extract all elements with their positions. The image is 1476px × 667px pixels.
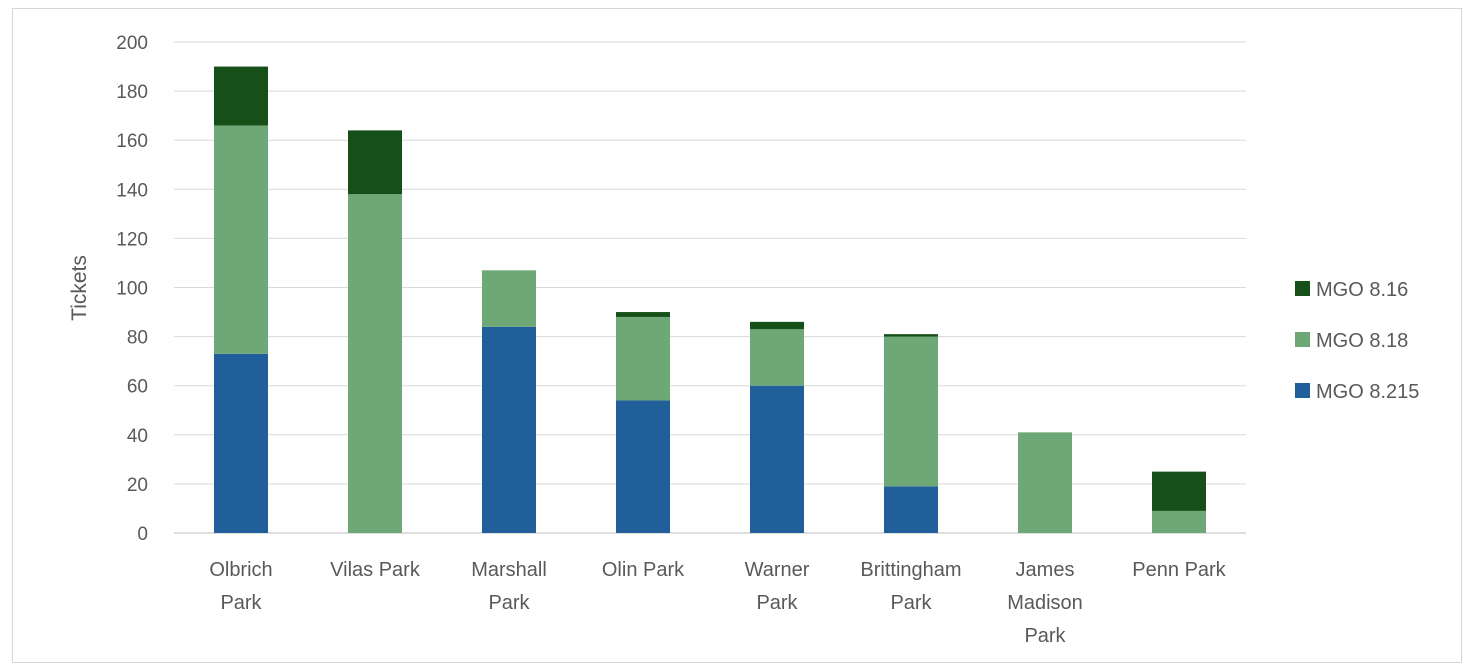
y-tick-label: 40 bbox=[127, 426, 148, 447]
y-tick-label: 200 bbox=[116, 33, 148, 54]
y-tick-label: 100 bbox=[116, 279, 148, 300]
bar-segment-mgo-8-215 bbox=[616, 400, 670, 533]
legend-swatch bbox=[1295, 332, 1310, 347]
y-tick-label: 0 bbox=[137, 524, 148, 545]
x-category-label: Olbrich Park bbox=[209, 559, 272, 614]
bar-segment-mgo-8-215 bbox=[482, 326, 536, 533]
y-tick-label: 80 bbox=[127, 328, 148, 349]
legend-label: MGO 8.16 bbox=[1316, 279, 1408, 301]
y-tick-label: 20 bbox=[127, 475, 148, 496]
y-axis-title: Tickets bbox=[68, 255, 91, 321]
bar-segment-mgo-8-18 bbox=[348, 194, 402, 533]
bar-segment-mgo-8-18 bbox=[884, 336, 938, 487]
y-tick-label: 160 bbox=[116, 131, 148, 152]
y-tick-label: 120 bbox=[116, 229, 148, 250]
bars bbox=[214, 66, 1206, 533]
y-tick-label: 180 bbox=[116, 82, 148, 103]
bar-segment-mgo-8-16 bbox=[884, 334, 938, 337]
gridlines bbox=[174, 41, 1246, 534]
x-category-label: Warner Park bbox=[745, 559, 810, 614]
legend-swatch bbox=[1295, 383, 1310, 398]
bar-segment-mgo-8-18 bbox=[482, 270, 536, 327]
bar-segment-mgo-8-16 bbox=[348, 130, 402, 195]
bar-segment-mgo-8-215 bbox=[750, 385, 804, 533]
bar-segment-mgo-8-16 bbox=[616, 312, 670, 317]
bar-segment-mgo-8-18 bbox=[1152, 510, 1206, 533]
legend-label: MGO 8.18 bbox=[1316, 330, 1408, 352]
bar-segment-mgo-8-215 bbox=[884, 486, 938, 533]
y-tick-label: 140 bbox=[116, 180, 148, 201]
legend-swatch bbox=[1295, 281, 1310, 296]
x-category-label: Penn Park bbox=[1132, 559, 1226, 581]
bar-segment-mgo-8-16 bbox=[1152, 471, 1206, 511]
bar-segment-mgo-8-18 bbox=[616, 316, 670, 401]
x-category-label: Brittingham Park bbox=[860, 559, 961, 614]
legend-label: MGO 8.215 bbox=[1316, 381, 1419, 403]
bar-segment-mgo-8-18 bbox=[1018, 432, 1072, 533]
y-axis-ticks: 0 20 40 60 80 100 120 140 160 180 200 bbox=[116, 33, 148, 545]
bar-segment-mgo-8-215 bbox=[214, 353, 268, 533]
x-category-label: Marshall Park bbox=[471, 559, 547, 614]
x-axis-labels: Olbrich Park Vilas Park Marshall Park Olin Pa… bbox=[209, 559, 1226, 647]
y-tick-label: 60 bbox=[127, 377, 148, 398]
bar-segment-mgo-8-16 bbox=[214, 66, 268, 126]
bar-segment-mgo-8-18 bbox=[214, 125, 268, 354]
x-category-label: Vilas Park bbox=[330, 559, 421, 581]
legend: MGO 8.16 MGO 8.18 MGO 8.215 bbox=[1295, 279, 1419, 403]
bar-segment-mgo-8-18 bbox=[750, 329, 804, 386]
x-category-label: Olin Park bbox=[602, 559, 685, 581]
bar-segment-mgo-8-16 bbox=[750, 321, 804, 330]
x-category-label: James Madison Park bbox=[1007, 559, 1083, 647]
